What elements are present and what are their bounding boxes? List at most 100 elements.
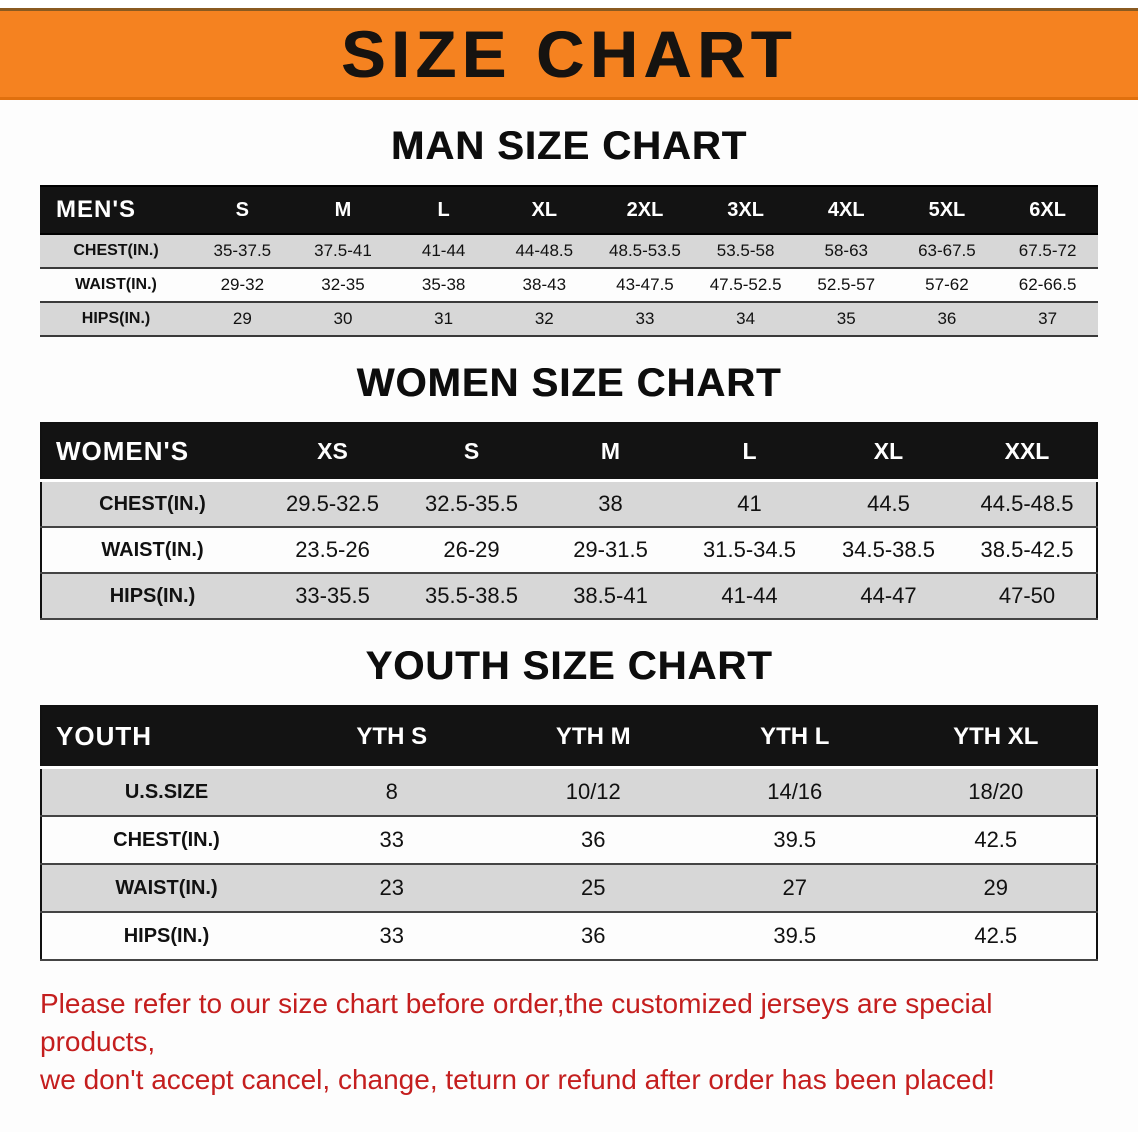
size-value: 29 [192,302,293,337]
size-value: 38 [541,480,680,528]
men-waist-row: WAIST(IN.) 29-32 32-35 35-38 38-43 43-47… [40,268,1098,303]
size-header-cell: 2XL [594,185,696,235]
women-size-table: WOMEN'S XS S M L XL XXL CHEST(IN.) 29.5-… [40,422,1098,620]
size-value: 33 [291,816,493,865]
size-value: 35-38 [393,268,494,303]
size-header-cell: YTH L [694,706,896,769]
size-value: 43-47.5 [594,268,696,303]
women-chest-row: CHEST(IN.) 29.5-32.5 32.5-35.5 38 41 44.… [41,480,1097,528]
row-label: HIPS(IN.) [40,302,192,337]
notice-line-1: Please refer to our size chart before or… [40,988,993,1057]
size-value: 52.5-57 [795,268,897,303]
youth-chest-row: CHEST(IN.) 33 36 39.5 42.5 [41,816,1097,865]
size-value: 31 [393,302,494,337]
size-value: 47.5-52.5 [695,268,796,303]
size-value: 58-63 [795,234,897,269]
size-header-cell: YTH XL [895,706,1097,769]
men-heading: MAN SIZE CHART [390,124,748,168]
size-header-cell: XL [819,423,958,482]
youth-size-table: YOUTH YTH S YTH M YTH L YTH XL U.S.SIZE … [40,705,1098,961]
size-value: 32-35 [292,268,394,303]
row-label: CHEST(IN.) [40,234,192,269]
size-chart-page: SIZE CHART MAN SIZE CHART MEN'S S M L XL… [0,8,1138,1132]
size-value: 39.5 [694,816,896,865]
men-section: MAN SIZE CHART MEN'S S M L XL 2XL 3XL 4X… [0,124,1138,337]
size-header-cell: M [292,185,394,235]
size-value: 63-67.5 [896,234,998,269]
size-header-cell: M [541,423,680,482]
size-value: 29.5-32.5 [263,480,402,528]
women-heading: WOMEN SIZE CHART [356,361,782,405]
size-value: 34 [695,302,796,337]
size-value: 37 [997,302,1098,337]
size-value: 32 [493,302,595,337]
size-header-cell: 4XL [795,185,897,235]
size-header-cell: 5XL [896,185,998,235]
size-value: 29-31.5 [541,527,680,574]
size-value: 30 [292,302,394,337]
size-value: 36 [492,816,694,865]
row-label: HIPS(IN.) [41,573,263,620]
size-header-cell: XXL [958,423,1097,482]
youth-waist-row: WAIST(IN.) 23 25 27 29 [41,864,1097,913]
size-value: 33-35.5 [263,573,402,620]
size-value: 53.5-58 [695,234,796,269]
size-value: 48.5-53.5 [594,234,696,269]
size-header-cell: 6XL [997,185,1098,235]
size-header-cell: XL [493,185,595,235]
order-notice: Please refer to our size chart before or… [40,985,1100,1098]
men-table-title: MEN'S [40,185,192,235]
size-value: 34.5-38.5 [819,527,958,574]
size-value: 36 [492,912,694,961]
row-label: U.S.SIZE [41,767,291,817]
size-header-cell: S [192,185,293,235]
size-value: 41-44 [680,573,819,620]
banner-title: SIZE CHART [341,17,797,91]
size-value: 39.5 [694,912,896,961]
youth-ussize-row: U.S.SIZE 8 10/12 14/16 18/20 [41,767,1097,817]
row-label: WAIST(IN.) [41,527,263,574]
size-value: 8 [291,767,493,817]
row-label: WAIST(IN.) [40,268,192,303]
size-value: 41-44 [393,234,494,269]
size-value: 44.5 [819,480,958,528]
size-header-cell: S [402,423,541,482]
size-value: 35 [795,302,897,337]
size-header-cell: YTH M [492,706,694,769]
size-value: 25 [492,864,694,913]
youth-section: YOUTH SIZE CHART YOUTH YTH S YTH M YTH L… [0,644,1138,961]
size-value: 38.5-41 [541,573,680,620]
size-value: 44.5-48.5 [958,480,1097,528]
size-value: 31.5-34.5 [680,527,819,574]
size-value: 33 [594,302,696,337]
size-value: 35.5-38.5 [402,573,541,620]
men-header-row: MEN'S S M L XL 2XL 3XL 4XL 5XL 6XL [40,185,1098,235]
women-section: WOMEN SIZE CHART WOMEN'S XS S M L XL XXL… [0,361,1138,620]
women-table-title: WOMEN'S [41,423,263,482]
women-header-row: WOMEN'S XS S M L XL XXL [41,423,1097,482]
men-chest-row: CHEST(IN.) 35-37.5 37.5-41 41-44 44-48.5… [40,234,1098,269]
row-label: HIPS(IN.) [41,912,291,961]
size-value: 57-62 [896,268,998,303]
size-value: 29-32 [192,268,293,303]
size-value: 23.5-26 [263,527,402,574]
row-label: CHEST(IN.) [41,480,263,528]
size-value: 67.5-72 [997,234,1098,269]
size-header-cell: XS [263,423,402,482]
row-label: WAIST(IN.) [41,864,291,913]
size-header-cell: L [680,423,819,482]
size-value: 38.5-42.5 [958,527,1097,574]
size-value: 36 [896,302,998,337]
size-header-cell: YTH S [291,706,493,769]
size-value: 44-47 [819,573,958,620]
size-value: 41 [680,480,819,528]
size-value: 42.5 [895,912,1097,961]
row-label: CHEST(IN.) [41,816,291,865]
size-value: 33 [291,912,493,961]
size-value: 62-66.5 [997,268,1098,303]
men-size-table: MEN'S S M L XL 2XL 3XL 4XL 5XL 6XL CHEST… [40,185,1098,337]
youth-table-title: YOUTH [41,706,291,769]
size-header-cell: L [393,185,494,235]
men-hips-row: HIPS(IN.) 29 30 31 32 33 34 35 36 37 [40,302,1098,337]
size-value: 44-48.5 [493,234,595,269]
